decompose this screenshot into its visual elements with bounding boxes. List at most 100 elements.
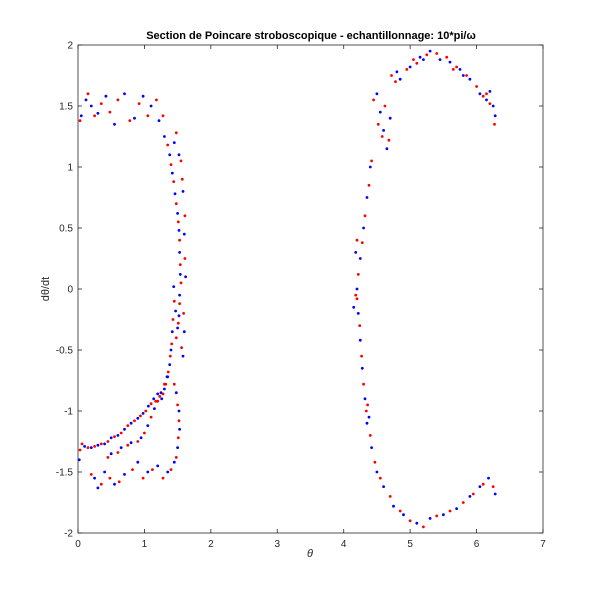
data-point xyxy=(178,293,182,297)
data-point xyxy=(378,110,382,114)
data-point xyxy=(362,382,365,386)
data-point xyxy=(176,403,180,407)
data-point xyxy=(156,464,160,468)
data-point xyxy=(149,402,153,406)
data-point xyxy=(160,397,164,401)
data-point xyxy=(89,446,93,449)
data-point xyxy=(77,458,81,462)
data-point xyxy=(378,476,382,480)
data-point xyxy=(146,424,150,427)
data-point xyxy=(435,52,439,55)
data-point xyxy=(181,354,185,358)
data-point xyxy=(373,460,377,464)
data-point xyxy=(177,419,181,423)
data-point xyxy=(168,153,172,157)
y-tick-label: -1 xyxy=(64,407,73,418)
data-point xyxy=(178,251,182,254)
data-point xyxy=(133,419,136,423)
data-point xyxy=(176,436,180,440)
data-point xyxy=(129,441,133,445)
data-point xyxy=(182,312,186,315)
data-point xyxy=(174,391,178,395)
data-point xyxy=(129,421,133,425)
y-tick-label: 2 xyxy=(67,41,73,52)
data-point xyxy=(166,370,170,374)
data-point xyxy=(136,416,140,420)
data-point xyxy=(485,92,488,96)
data-point xyxy=(408,65,412,69)
data-point xyxy=(412,58,415,61)
data-point xyxy=(184,275,188,279)
data-point xyxy=(402,513,405,517)
data-point xyxy=(171,318,175,321)
data-point xyxy=(141,476,145,480)
data-point xyxy=(364,409,368,413)
data-point xyxy=(445,55,449,59)
data-point xyxy=(119,446,123,449)
data-point xyxy=(398,509,402,513)
data-point xyxy=(141,94,145,98)
data-point xyxy=(493,122,496,126)
data-point xyxy=(163,135,166,138)
data-point xyxy=(169,468,173,471)
data-point xyxy=(108,110,112,114)
data-point xyxy=(448,60,452,64)
data-point xyxy=(415,61,419,65)
data-point xyxy=(158,395,162,398)
data-point xyxy=(356,273,360,276)
x-tick-label: 4 xyxy=(341,539,347,550)
data-point xyxy=(179,281,183,285)
data-point xyxy=(176,326,180,330)
data-point xyxy=(172,299,176,303)
data-point xyxy=(179,159,183,163)
data-point xyxy=(149,104,153,108)
data-point xyxy=(180,177,184,181)
data-point xyxy=(89,473,93,476)
x-tick-label: 3 xyxy=(275,539,281,550)
data-point xyxy=(93,114,96,118)
data-point xyxy=(116,98,120,102)
data-point xyxy=(370,159,373,163)
data-point xyxy=(86,446,90,449)
data-point xyxy=(428,49,432,53)
data-point xyxy=(174,456,178,459)
data-point xyxy=(116,451,120,454)
data-point xyxy=(178,427,182,431)
data-point xyxy=(422,525,425,529)
data-point xyxy=(176,321,180,325)
data-point xyxy=(169,163,173,167)
data-point xyxy=(96,443,100,447)
data-point xyxy=(363,214,367,218)
data-point xyxy=(172,382,176,386)
x-tick-label: 2 xyxy=(208,539,214,550)
data-point xyxy=(365,421,369,425)
data-point xyxy=(172,285,176,288)
data-point xyxy=(136,440,140,443)
data-point xyxy=(106,440,110,443)
data-point xyxy=(157,119,161,122)
x-tick-label: 1 xyxy=(142,539,148,550)
data-point xyxy=(471,492,475,496)
data-point xyxy=(109,436,113,440)
data-point xyxy=(360,354,363,358)
data-point xyxy=(170,171,174,175)
data-point xyxy=(491,485,495,488)
data-point xyxy=(103,442,106,446)
data-point xyxy=(174,202,178,206)
data-point xyxy=(168,363,172,366)
data-point xyxy=(355,297,359,301)
data-point xyxy=(458,68,462,71)
data-point xyxy=(108,476,112,480)
data-point xyxy=(83,445,86,448)
data-point xyxy=(113,435,116,438)
data-point xyxy=(360,366,364,370)
data-point xyxy=(488,102,492,105)
data-point xyxy=(149,415,153,419)
data-point xyxy=(166,470,170,474)
data-point xyxy=(370,446,373,449)
data-point xyxy=(367,183,371,187)
y-tick-label: 0.5 xyxy=(59,224,73,235)
data-point xyxy=(382,485,385,488)
data-point xyxy=(390,74,393,77)
data-point xyxy=(113,122,116,126)
